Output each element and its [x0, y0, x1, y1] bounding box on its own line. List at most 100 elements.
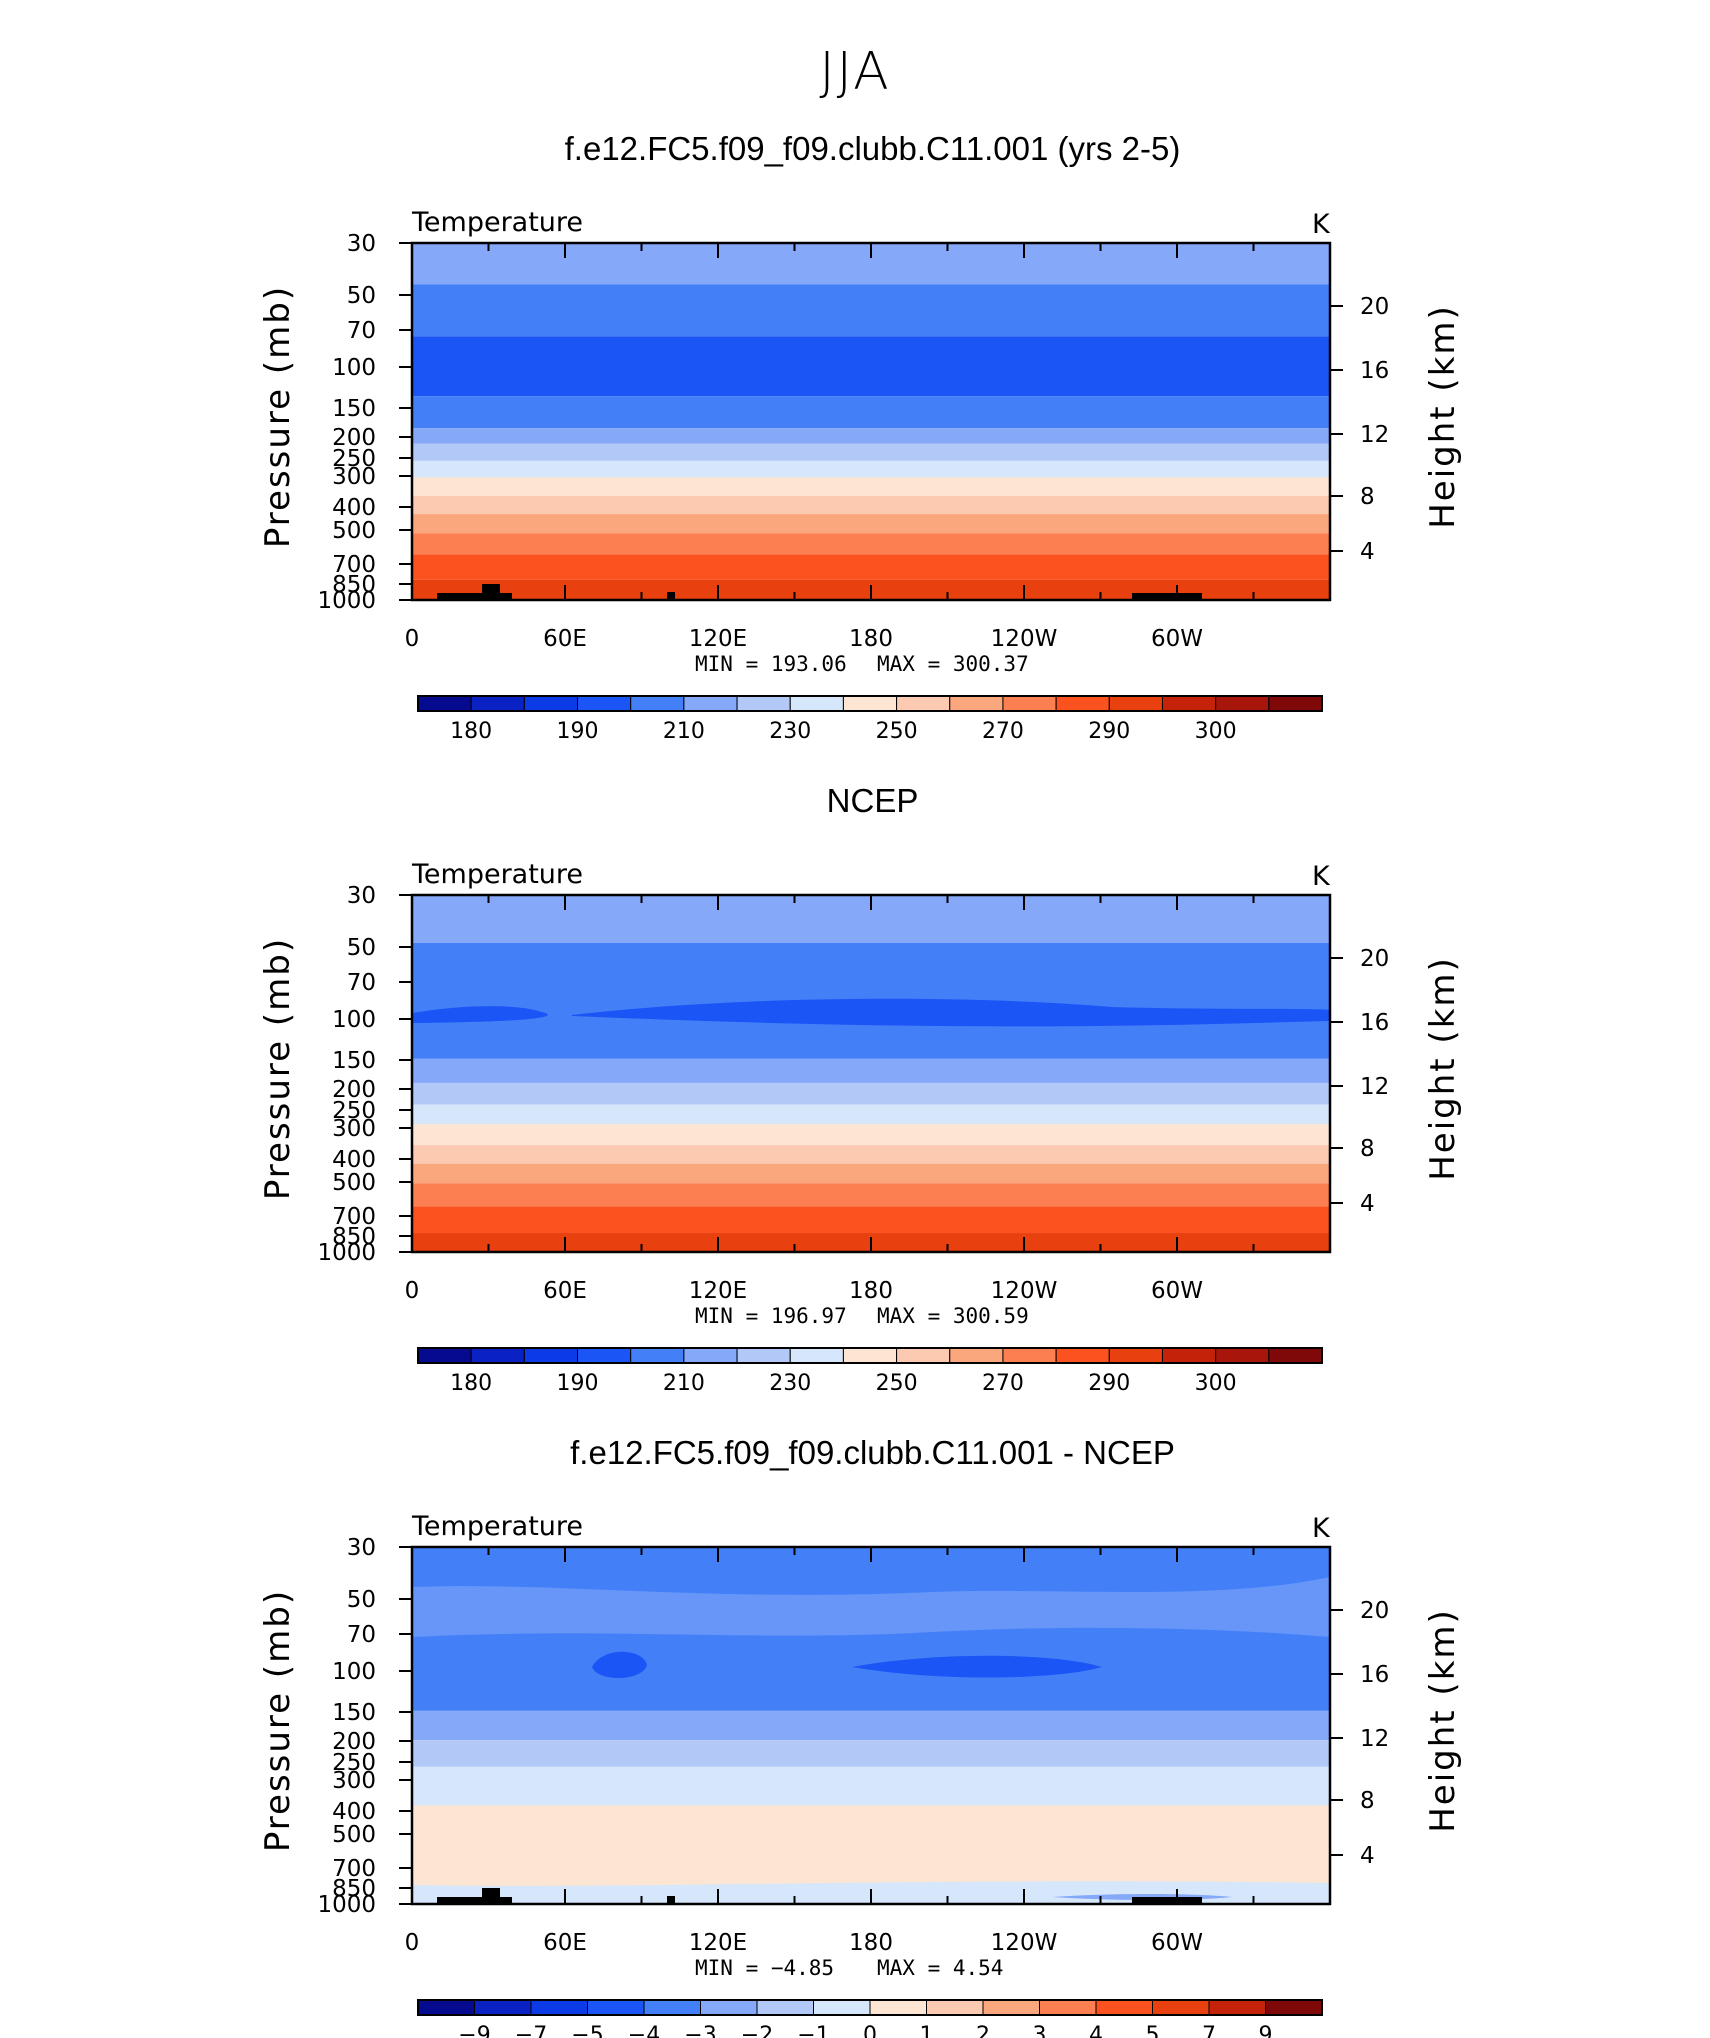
colorbar-swatch [926, 1999, 984, 2016]
y-tick-label: 150 [332, 1048, 376, 1074]
max-label: MAX = 4.54 [877, 1956, 1003, 1980]
panel-3-title: f.e12.FC5.f09_f09.clubb.C11.001 - NCEP [570, 1434, 1175, 1471]
colorbar-swatch [896, 695, 951, 712]
y-axis-title: Pressure (mb) [258, 285, 298, 548]
y-tick-label: 500 [332, 1170, 376, 1196]
colorbar-label: 7 [1202, 2023, 1216, 2038]
x-tick-label: 60W [1151, 1278, 1203, 1304]
y2-tick-label: 16 [1360, 1662, 1389, 1688]
colorbar-label: 1 [920, 2023, 934, 2038]
contour-band-7 [412, 1163, 1330, 1184]
y-tick-label: 300 [332, 464, 376, 490]
x-tick-label: 0 [405, 1278, 420, 1304]
colorbar-label: 180 [450, 1371, 492, 1396]
variable-label: Temperature [411, 207, 583, 238]
y-tick-label: 250 [332, 1750, 376, 1776]
colorbar-swatch [1002, 1347, 1057, 1364]
y2-tick-label: 4 [1360, 1843, 1375, 1869]
colorbar-swatch [842, 695, 898, 712]
contour-band-9 [412, 1206, 1330, 1234]
y-tick-label: 850 [332, 1876, 376, 1902]
y-tick-label: 50 [347, 935, 376, 961]
colorbar-label: 300 [1195, 1371, 1237, 1396]
plot-area [412, 895, 1330, 1252]
contour-band-1 [412, 284, 1330, 337]
cold-core-west [412, 1006, 548, 1023]
contour-band-4 [412, 428, 1330, 444]
colorbar-label: 290 [1088, 1371, 1130, 1396]
x-tick-label: 0 [405, 1930, 420, 1956]
diff-light-region [412, 1577, 1330, 1637]
min-label: MIN = 193.06 [695, 652, 847, 676]
colorbar-swatch [1039, 1999, 1097, 2016]
panel-1-title: f.e12.FC5.f09_f09.clubb.C11.001 (yrs 2-5… [564, 130, 1181, 167]
y-tick-label: 100 [332, 1659, 376, 1685]
y-tick-label: 100 [332, 1007, 376, 1033]
colorbar-swatch [474, 1999, 532, 2016]
colorbar-label: 190 [557, 719, 599, 744]
topography-3 [667, 592, 675, 600]
colorbar-frame [417, 1999, 1323, 2016]
contour-band-9 [412, 514, 1330, 534]
y-tick-label: 700 [332, 1856, 376, 1882]
colorbar-swatch [630, 1347, 685, 1364]
contour-band-4 [412, 1104, 1330, 1125]
y-tick-label: 200 [332, 1077, 376, 1103]
colorbar-swatch [1215, 695, 1270, 712]
colorbar-swatch [1095, 1999, 1153, 2016]
y-tick-label: 250 [332, 1098, 376, 1124]
topography-0 [437, 593, 512, 600]
y2-axis-title: Height (km) [1423, 956, 1463, 1181]
units-label: K [1312, 1513, 1331, 1544]
y2-tick-label: 20 [1360, 1598, 1389, 1624]
y-tick-label: 50 [347, 283, 376, 309]
colorbar-label: 180 [450, 719, 492, 744]
y2-tick-label: 8 [1360, 484, 1375, 510]
contour-band-8 [412, 495, 1330, 515]
contour-band-2 [412, 1740, 1330, 1767]
colorbar-swatch [1055, 1347, 1110, 1364]
colorbar-swatch [789, 1347, 844, 1364]
y2-tick-label: 4 [1360, 1191, 1375, 1217]
colorbar-swatch [1108, 695, 1163, 712]
contour-band-11 [412, 554, 1330, 580]
y-tick-label: 200 [332, 1729, 376, 1755]
topography-4 [1132, 1897, 1202, 1904]
max-label: MAX = 300.59 [877, 1304, 1029, 1328]
y-tick-label: 1000 [317, 1892, 376, 1918]
y-tick-label: 1000 [317, 588, 376, 614]
contour-band-8 [412, 1183, 1330, 1207]
plot-area [412, 1547, 1330, 1904]
colorbar: −9 −7 −5 −4 −3 −2 −1 0 1 2 3 4 5 7 9 [417, 1999, 1323, 2038]
colorbar-label: 270 [982, 1371, 1024, 1396]
panel-2: 0 60E 120E 180 120W 60W3050701001502002503004… [258, 859, 1463, 1396]
colorbar-label: −7 [515, 2023, 547, 2038]
x-tick-label: 60E [543, 626, 587, 652]
colorbar-label: −3 [684, 2023, 716, 2038]
colorbar-label: 2 [976, 2023, 990, 2038]
y-tick-label: 50 [347, 1587, 376, 1613]
y-tick-label: 250 [332, 446, 376, 472]
x-tick-label: 120W [991, 1930, 1058, 1956]
colorbar-label: 0 [863, 2023, 877, 2038]
colorbar-swatch [982, 1999, 1040, 2016]
colorbar-frame [417, 1347, 1323, 1364]
y2-tick-label: 4 [1360, 539, 1375, 565]
colorbar-swatch [683, 695, 738, 712]
colorbar-label: 300 [1195, 719, 1237, 744]
colorbar-label: 230 [769, 1371, 811, 1396]
diff-blob-1 [592, 1651, 647, 1679]
colorbar-swatch [1055, 695, 1110, 712]
colorbar-swatch [700, 1999, 758, 2016]
colorbar: 180 190 210 230 250 270 290 300 [417, 695, 1323, 744]
y-tick-label: 300 [332, 1768, 376, 1794]
colorbar-label: 250 [876, 1371, 918, 1396]
contour-band-7 [412, 477, 1330, 496]
y-tick-label: 700 [332, 552, 376, 578]
colorbar-swatch [523, 695, 579, 712]
colorbar-swatch [1268, 695, 1323, 712]
panel-1: 0 60E 120E 180 120W 60W3050701001502002503004… [258, 207, 1463, 744]
colorbar-label: 210 [663, 1371, 705, 1396]
colorbar-swatch [789, 695, 844, 712]
contour-band-10 [412, 533, 1330, 555]
